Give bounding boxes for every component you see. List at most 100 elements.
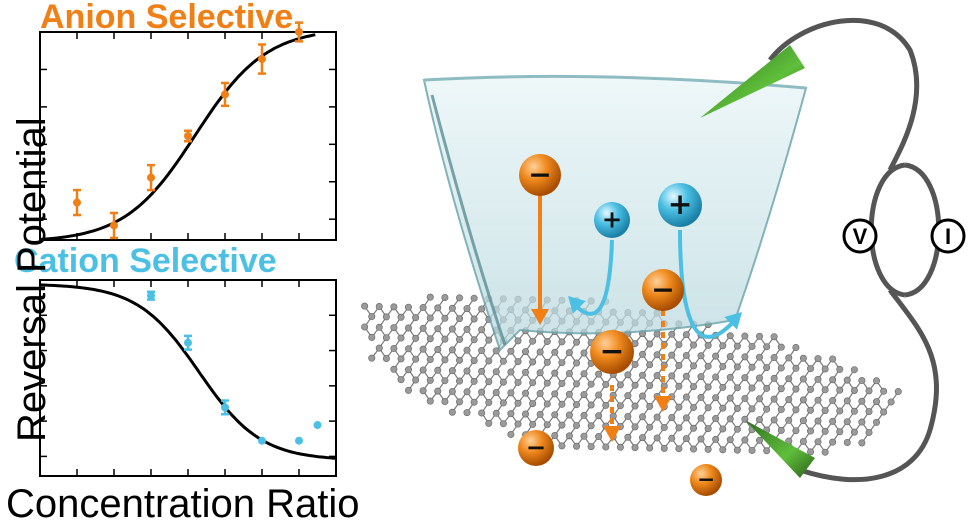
graphene-atom [463,346,471,354]
graphene-atom [726,394,734,402]
cation-data-point [313,421,322,430]
graphene-atom [880,408,888,416]
graphene-atom [719,342,727,350]
graphene-atom [821,407,829,415]
graphene-atom [521,389,529,397]
graphene-atom [558,379,566,387]
graphene-atom [448,325,456,333]
graphene-atom [653,434,661,442]
graphene-atom [748,363,756,371]
graphene-atom [565,349,573,357]
graphene-atom [821,365,829,373]
graphene-atom [602,401,610,409]
graphene-atom [638,413,646,421]
graphene-atom [770,395,778,403]
graphene-atom [419,324,427,332]
graphene-atom [755,416,763,424]
graphene-atom [865,428,873,436]
graphene-atom [397,313,405,321]
graphene-atom [755,436,763,444]
graphene-atom [434,345,442,353]
anion-data-point [221,90,229,99]
graphene-atom [690,403,698,411]
graphene-atom [521,368,529,376]
graphene-atom [456,398,464,406]
graphene-atom [587,380,595,388]
graphene-atom [521,348,529,356]
graphene-atom [624,412,632,420]
graphene-atom [375,344,383,352]
graphene-atom [499,420,507,428]
graphene-atom [470,294,478,302]
graphene-atom [785,416,793,424]
graphene-atom [485,399,493,407]
graphene-atom [514,399,522,407]
graphene-atom [660,444,668,452]
graphene-atom [463,305,471,313]
graphene-atom [726,373,734,381]
anion-data-point [73,198,81,207]
graphene-atom [456,377,464,385]
graphene-atom [595,412,603,420]
graphene-atom [368,313,376,321]
graphene-atom [368,354,376,362]
graphene-atom [668,330,676,338]
graphene-atom [843,438,851,446]
graphene-atom [375,302,383,310]
graphene-atom [704,383,712,391]
graphene-atom [412,376,420,384]
graphene-atom [456,335,464,343]
cation-data-point [258,436,266,445]
cation-path-arrow [573,239,614,316]
graphene-atom [390,303,398,311]
graphene-atom [719,404,727,412]
graphene-atom [426,356,434,364]
graphene-atom [726,352,734,360]
anion-data-point [147,173,155,182]
graphene-atom [807,427,815,435]
graphene-atom [426,397,434,405]
graphene-atom [397,376,405,384]
graphene-atom [668,351,676,359]
graphene-atom [726,415,734,423]
graphene-atom [682,414,690,422]
graphene-atom [872,398,880,406]
graphene-atom [580,432,588,440]
graphene-atom [434,304,442,312]
graphene-atom [704,404,712,412]
graphene-atom [529,337,537,345]
graphene-atom [712,415,720,423]
cation-data-point [221,403,229,412]
graphene-atom [675,341,683,349]
graphene-atom [573,401,581,409]
graphene-atom [529,379,537,387]
graphene-atom [441,314,449,322]
graphene-atom [697,352,705,360]
graphene-atom [829,355,837,363]
graphene-atom [836,365,844,373]
graphene-atom [682,331,690,339]
graphene-atom [741,374,749,382]
graphene-atom [638,350,646,358]
graphene-atom [697,393,705,401]
graphene-atom [850,428,858,436]
graphene-atom [478,409,486,417]
graphene-atom [412,355,420,363]
graphene-atom [799,417,807,425]
graphene-atom [850,407,858,415]
cation-sphere [594,202,630,238]
graphene-atom [448,408,456,416]
graphene-atom [829,417,837,425]
graphene-atom [412,334,420,342]
graphene-atom [704,341,712,349]
graphene-atom [748,384,756,392]
graphene-atom [858,376,866,384]
graphene-atom [448,387,456,395]
graphene-atom [485,419,493,427]
graphene-atom [719,363,727,371]
graphene-atom [799,437,807,445]
graphene-atom [499,399,507,407]
graphene-atom [653,351,661,359]
graphene-atom [616,443,624,451]
graphene-atom [814,355,822,363]
